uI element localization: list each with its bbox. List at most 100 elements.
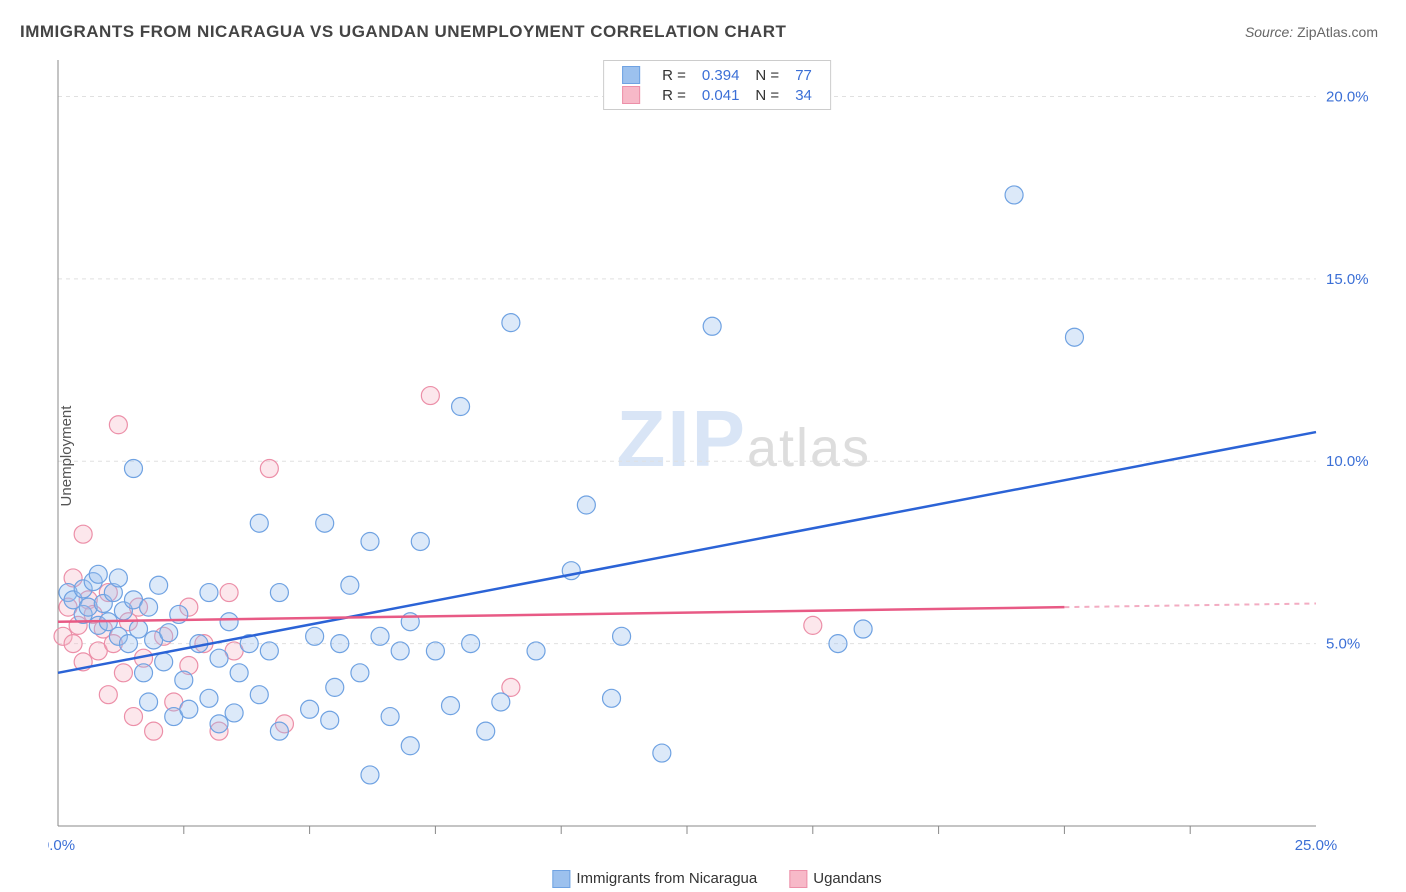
data-point [829, 635, 847, 653]
data-point [441, 697, 459, 715]
legend-n-value: 77 [787, 65, 820, 85]
data-point [502, 314, 520, 332]
data-point [200, 584, 218, 602]
svg-text:0.0%: 0.0% [48, 837, 75, 854]
legend-item: Ugandans [789, 870, 881, 888]
data-point [452, 398, 470, 416]
data-point [653, 744, 671, 762]
legend-r-value: 0.394 [694, 65, 748, 85]
data-point [351, 664, 369, 682]
data-point [180, 700, 198, 718]
data-point [391, 642, 409, 660]
data-point [109, 416, 127, 434]
data-point [114, 664, 132, 682]
data-point [230, 664, 248, 682]
data-point [145, 722, 163, 740]
data-point [854, 620, 872, 638]
chart-title: IMMIGRANTS FROM NICARAGUA VS UGANDAN UNE… [20, 22, 786, 42]
data-point [1065, 328, 1083, 346]
svg-text:10.0%: 10.0% [1326, 453, 1369, 470]
data-point [210, 715, 228, 733]
data-point [326, 678, 344, 696]
legend-swatch [552, 870, 570, 888]
legend-row: R =0.041N =34 [614, 85, 820, 105]
legend-swatch [789, 870, 807, 888]
svg-text:5.0%: 5.0% [1326, 636, 1360, 653]
trend-line-extrapolated [1064, 603, 1316, 607]
data-point [703, 317, 721, 335]
data-point [527, 642, 545, 660]
legend-series-name: Immigrants from Nicaragua [576, 870, 757, 887]
legend-r-label: R = [654, 65, 694, 85]
data-point [462, 635, 480, 653]
data-point [421, 387, 439, 405]
data-point [492, 693, 510, 711]
data-point [316, 514, 334, 532]
legend-n-label: N = [747, 85, 787, 105]
data-point [401, 737, 419, 755]
data-point [1005, 186, 1023, 204]
svg-text:25.0%: 25.0% [1295, 837, 1338, 854]
svg-text:20.0%: 20.0% [1326, 88, 1369, 105]
legend-r-label: R = [654, 85, 694, 105]
svg-text:15.0%: 15.0% [1326, 271, 1369, 288]
data-point [270, 722, 288, 740]
data-point [301, 700, 319, 718]
data-point [140, 693, 158, 711]
data-point [321, 711, 339, 729]
data-point [260, 460, 278, 478]
data-point [155, 653, 173, 671]
data-point [140, 598, 158, 616]
data-point [270, 584, 288, 602]
data-point [220, 584, 238, 602]
legend-n-label: N = [747, 65, 787, 85]
legend-r-value: 0.041 [694, 85, 748, 105]
legend-row: R =0.394N =77 [614, 65, 820, 85]
data-point [175, 671, 193, 689]
legend-series-name: Ugandans [813, 870, 881, 887]
data-point [477, 722, 495, 740]
source-label: Source: [1245, 24, 1293, 40]
data-point [99, 686, 117, 704]
legend-item: Immigrants from Nicaragua [552, 870, 757, 888]
data-point [341, 576, 359, 594]
data-point [361, 532, 379, 550]
data-point [260, 642, 278, 660]
data-point [74, 525, 92, 543]
source-value: ZipAtlas.com [1297, 24, 1378, 40]
data-point [160, 624, 178, 642]
data-point [577, 496, 595, 514]
data-point [804, 616, 822, 634]
data-point [250, 514, 268, 532]
data-point [426, 642, 444, 660]
data-point [371, 627, 389, 645]
data-point [220, 613, 238, 631]
data-point [109, 569, 127, 587]
data-point [361, 766, 379, 784]
data-point [200, 689, 218, 707]
data-point [135, 664, 153, 682]
data-point [411, 532, 429, 550]
data-point [124, 708, 142, 726]
trend-line [58, 607, 1064, 622]
legend-swatch [622, 86, 640, 104]
trend-line [58, 432, 1316, 673]
legend-n-value: 34 [787, 85, 820, 105]
series-legend: Immigrants from Nicaragua Ugandans [536, 870, 897, 888]
legend-swatch [622, 66, 640, 84]
data-point [613, 627, 631, 645]
chart-area: Unemployment ZIP atlas 5.0%10.0%15.0%20.… [48, 55, 1386, 856]
scatter-plot: 5.0% 10.0% 15.0% 20.0% 0.0% 25.0% [48, 55, 1386, 856]
data-point [250, 686, 268, 704]
source-credit: Source: ZipAtlas.com [1245, 24, 1378, 40]
data-point [64, 635, 82, 653]
correlation-legend: R =0.394N =77R =0.041N =34 [603, 60, 831, 110]
data-point [130, 620, 148, 638]
data-point [381, 708, 399, 726]
data-point [89, 565, 107, 583]
data-point [306, 627, 324, 645]
data-point [225, 704, 243, 722]
data-point [603, 689, 621, 707]
data-point [124, 460, 142, 478]
data-point [150, 576, 168, 594]
